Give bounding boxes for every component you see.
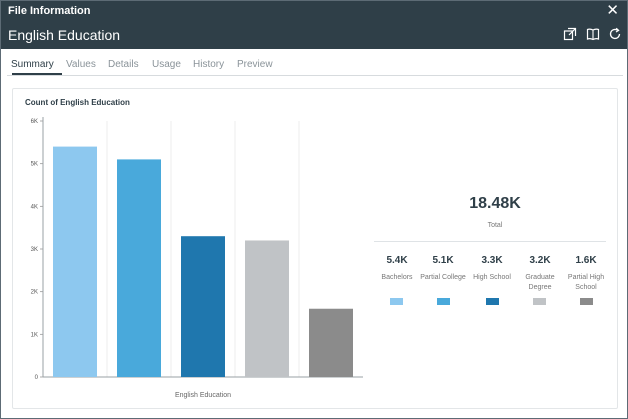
close-icon[interactable]: ✕ <box>606 2 619 19</box>
stat-partial-college: 5.1K Partial College <box>420 255 466 283</box>
y-tick-label: 1K <box>31 332 38 338</box>
bar-partial-high-school <box>309 308 353 377</box>
bar-chart: 0 1K 2K 3K 4K 5K 6K English Education <box>31 117 363 399</box>
field-name: English Education <box>8 27 121 43</box>
legend-swatch-bachelors <box>390 298 403 305</box>
tab-details[interactable]: Details <box>108 59 139 70</box>
title-bar: File Information ✕ <box>1 1 627 22</box>
stat-value: 5.1K <box>432 255 454 266</box>
legend-swatch-graduate-degree <box>533 298 546 305</box>
stat-high-school: 3.3K High School <box>469 255 515 283</box>
stat-label: High School <box>473 274 511 281</box>
stat-value: 3.2K <box>529 255 551 266</box>
total-label: Total <box>487 222 503 229</box>
refresh-icon[interactable] <box>608 27 622 41</box>
tab-bar: Summary Values Details Usage History Pre… <box>7 49 623 76</box>
y-tick-label: 2K <box>31 290 38 296</box>
stat-label: Graduate Degree <box>525 274 555 291</box>
y-tick-label: 5K <box>31 162 38 168</box>
y-tick-label: 3K <box>31 247 38 253</box>
y-tick-label: 6K <box>31 119 38 125</box>
stat-partial-high-school: 1.6K Partial High School <box>563 255 609 293</box>
legend-swatch-partial-college <box>437 298 450 305</box>
stat-label: Bachelors <box>381 274 413 281</box>
tab-summary[interactable]: Summary <box>11 59 54 70</box>
y-tick-label: 0 <box>35 375 39 381</box>
tab-preview[interactable]: Preview <box>237 59 273 70</box>
tab-history[interactable]: History <box>193 59 225 70</box>
field-header: English Education <box>1 22 627 49</box>
stat-label: Partial College <box>420 274 466 281</box>
bar-high-school <box>181 236 225 377</box>
stat-graduate-degree: 3.2K Graduate Degree <box>517 255 563 293</box>
stat-value: 3.3K <box>481 255 503 266</box>
bar-bachelors <box>53 146 97 377</box>
export-icon[interactable] <box>563 27 577 41</box>
stat-bachelors: 5.4K Bachelors <box>374 255 420 283</box>
stat-value: 1.6K <box>575 255 597 266</box>
bar-partial-college <box>117 159 161 377</box>
divider <box>374 241 606 242</box>
summary-card: Count of English Education 0 1K 2K 3K 4K 5K 6K… <box>12 88 618 409</box>
stat-label: Partial High School <box>567 274 605 291</box>
x-axis-title: English Education <box>175 392 231 399</box>
legend-swatch-high-school <box>486 298 499 305</box>
tab-values[interactable]: Values <box>66 59 96 70</box>
tab-usage[interactable]: Usage <box>152 59 181 70</box>
book-icon[interactable] <box>586 27 600 41</box>
y-tick-label: 4K <box>31 204 38 210</box>
legend-swatch-partial-high-school <box>580 298 593 305</box>
summary-panel: 18.48K Total 5.4K Bachelors 5.1K Partial… <box>373 89 617 409</box>
window-title: File Information <box>8 5 91 17</box>
bar-graduate-degree <box>245 240 289 377</box>
chart-title: Count of English Education <box>25 98 130 107</box>
stat-value: 5.4K <box>386 255 408 266</box>
active-tab-indicator <box>12 73 62 75</box>
total-value: 18.48K <box>469 195 521 212</box>
